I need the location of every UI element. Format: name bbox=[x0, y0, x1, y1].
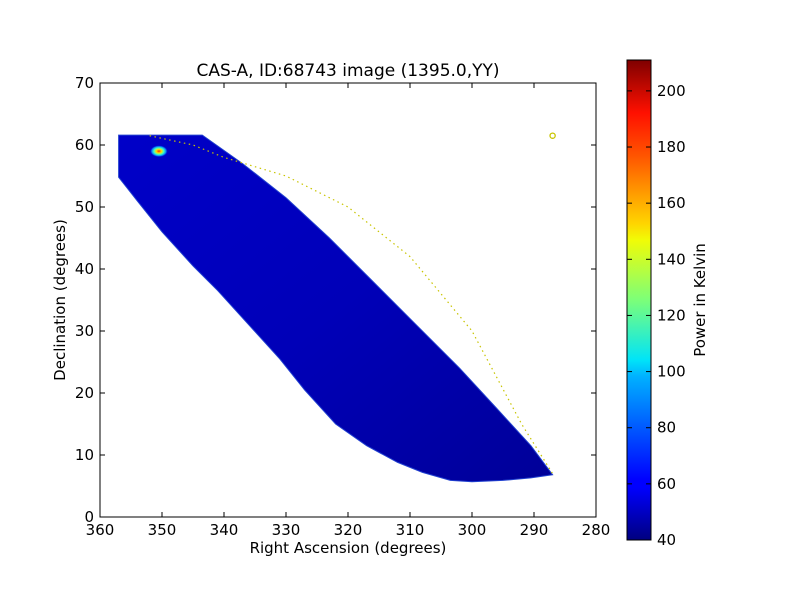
y-tick-label: 30 bbox=[75, 322, 94, 340]
source-marker bbox=[549, 132, 556, 139]
colorbar-tick-label: 40 bbox=[657, 531, 676, 549]
x-tick-label: 340 bbox=[210, 521, 239, 539]
plot-area: 360 350 340 330 320 310 300 290 280 0 10 20 30 40 50 6… bbox=[75, 74, 610, 539]
x-tick-label: 330 bbox=[272, 521, 301, 539]
y-tick-label: 20 bbox=[75, 384, 94, 402]
y-tick-label: 50 bbox=[75, 198, 94, 216]
x-tick-label: 280 bbox=[582, 521, 611, 539]
y-tick-label: 0 bbox=[84, 508, 94, 526]
colorbar: 40 60 80 100 120 140 160 180 200 Power in Kelvin bbox=[626, 59, 709, 549]
x-tick-label: 320 bbox=[334, 521, 363, 539]
colorbar-tick-label: 140 bbox=[657, 250, 686, 268]
y-tick-label: 10 bbox=[75, 446, 94, 464]
x-axis-label: Right Ascension (degrees) bbox=[250, 539, 447, 557]
y-axis-label: Declination (degrees) bbox=[51, 219, 69, 381]
y-tick-label: 40 bbox=[75, 260, 94, 278]
source-track bbox=[149, 135, 554, 474]
x-tick-label: 360 bbox=[86, 521, 115, 539]
colorbar-gradient bbox=[626, 59, 652, 541]
bright-source bbox=[149, 145, 168, 158]
power-region bbox=[118, 134, 554, 483]
colorbar-tick-label: 60 bbox=[657, 475, 676, 493]
colorbar-tick-label: 200 bbox=[657, 82, 686, 100]
colorbar-ticks: 40 60 80 100 120 140 160 180 200 bbox=[627, 82, 686, 549]
y-tick-label: 60 bbox=[75, 136, 94, 154]
colorbar-tick-label: 180 bbox=[657, 138, 686, 156]
x-tick-label: 290 bbox=[520, 521, 549, 539]
y-axis-ticks: 0 10 20 30 40 50 60 70 bbox=[75, 74, 596, 526]
x-tick-label: 300 bbox=[458, 521, 487, 539]
y-tick-label: 70 bbox=[75, 74, 94, 92]
colorbar-tick-label: 80 bbox=[657, 419, 676, 437]
chart-title: CAS-A, ID:68743 image (1395.0,YY) bbox=[196, 61, 499, 81]
colorbar-tick-label: 100 bbox=[657, 363, 686, 381]
colorbar-tick-label: 120 bbox=[657, 306, 686, 324]
colorbar-label: Power in Kelvin bbox=[691, 243, 709, 357]
x-tick-label: 310 bbox=[396, 521, 425, 539]
x-axis-ticks: 360 350 340 330 320 310 300 290 280 bbox=[86, 83, 611, 539]
x-tick-label: 350 bbox=[148, 521, 177, 539]
colorbar-tick-label: 160 bbox=[657, 194, 686, 212]
